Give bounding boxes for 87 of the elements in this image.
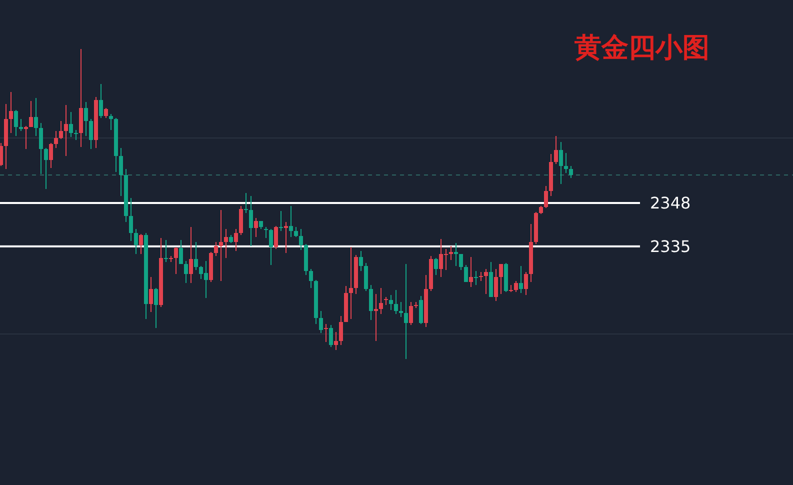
candlestick: [234, 228, 238, 252]
candlestick: [369, 284, 373, 320]
candlestick: [319, 310, 323, 334]
candlestick: [499, 264, 503, 294]
candlestick: [399, 302, 403, 318]
candlestick: [434, 258, 438, 276]
candlestick: [334, 332, 338, 350]
candlestick: [464, 264, 468, 282]
ref-line-label: 2348: [650, 194, 691, 213]
candlestick: [19, 118, 23, 132]
candlestick: [364, 262, 368, 292]
candlestick: [474, 270, 478, 286]
candlestick: [54, 130, 58, 148]
candlestick: [219, 210, 223, 282]
candlestick: [9, 92, 13, 134]
candlestick: [419, 296, 423, 324]
candlestick: [289, 206, 293, 238]
candlestick: [14, 110, 18, 136]
candlestick: [559, 142, 563, 184]
candlestick: [239, 206, 243, 236]
candlestick: [294, 226, 298, 238]
candlestick: [264, 226, 268, 238]
candlestick: [329, 324, 333, 348]
candlestick: [189, 226, 193, 284]
candlestick: [484, 268, 488, 294]
candlestick: [149, 276, 153, 312]
candlestick: [174, 246, 178, 274]
candlestick: [379, 288, 383, 314]
candlestick: [359, 250, 363, 272]
candlestick: [254, 218, 258, 238]
candlestick: [244, 192, 248, 214]
candlestick: [184, 260, 188, 284]
candlestick: [514, 280, 518, 292]
candlestick: [494, 268, 498, 302]
candlestick: [119, 148, 123, 196]
candlestick: [309, 268, 313, 288]
candlestick: [374, 294, 378, 342]
candlestick: [544, 186, 548, 208]
candlestick: [249, 196, 253, 246]
candlestick: [134, 228, 138, 254]
candlestick: [269, 228, 273, 266]
candlestick: [194, 242, 198, 270]
candlestick: [44, 148, 48, 190]
candlestick: [449, 246, 453, 260]
candlestick: [284, 222, 288, 254]
candlestick: [64, 104, 68, 156]
candlestick: [469, 256, 473, 288]
candlestick: [404, 264, 408, 360]
candlestick: [154, 288, 158, 328]
candlestick: [279, 210, 283, 232]
candlestick: [59, 120, 63, 140]
candlestick: [339, 316, 343, 346]
candlestick: [99, 84, 103, 118]
candlestick: [89, 118, 93, 150]
candlestick: [139, 234, 143, 254]
candlestick: [299, 228, 303, 250]
text: 黄金四小图: [574, 32, 710, 64]
candlestick: [454, 242, 458, 266]
candlestick: [104, 108, 108, 118]
candlestick: [69, 112, 73, 138]
candlestick: [324, 324, 328, 342]
candlestick: [409, 302, 413, 326]
candlestick: [224, 228, 228, 258]
candlestick: [554, 136, 558, 164]
candlestick: [524, 272, 528, 296]
candlestick: [0, 142, 3, 166]
candlestick: [459, 254, 463, 270]
candlestick: [39, 122, 43, 174]
candlestick: [519, 266, 523, 294]
candlestick: [34, 98, 38, 136]
candlestick: [164, 240, 168, 262]
candlestick: [394, 290, 398, 314]
ref-line-label: 2335: [650, 236, 691, 256]
candlestick: [29, 100, 33, 128]
candlestick: [214, 242, 218, 256]
candlestick: [74, 130, 78, 140]
candlestick: [109, 114, 113, 130]
candlestick: [569, 166, 573, 178]
candlestick: [179, 240, 183, 264]
candlestick: [129, 198, 133, 242]
candlestick: [564, 152, 568, 174]
candlestick: [24, 126, 28, 150]
candlestick: [274, 226, 278, 250]
candlestick: [389, 294, 393, 310]
candlestick: [49, 142, 53, 168]
candlestick: [84, 102, 88, 136]
candlestick: [349, 246, 353, 320]
